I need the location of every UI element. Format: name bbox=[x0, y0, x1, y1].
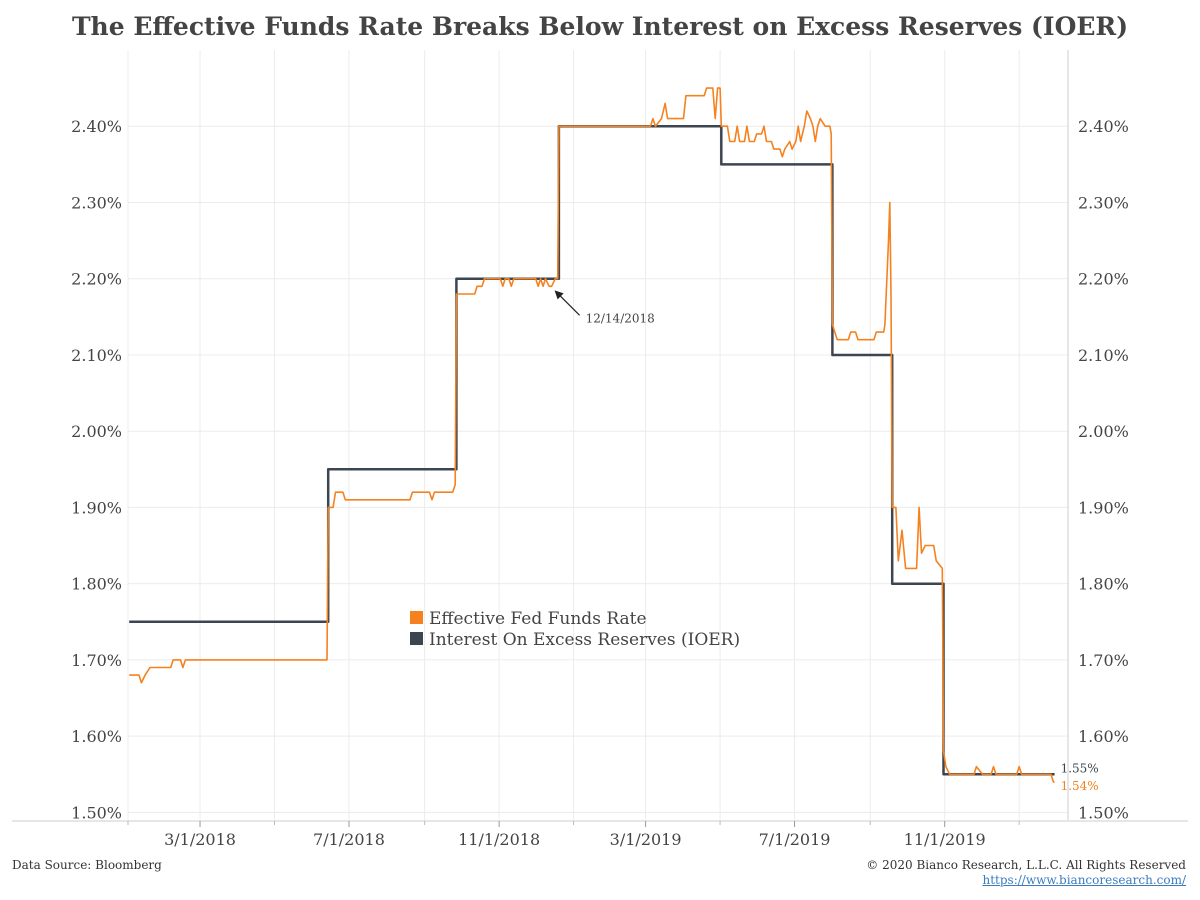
chart-title: The Effective Funds Rate Breaks Below In… bbox=[71, 12, 1129, 41]
y-tick-label-left: 1.90% bbox=[71, 498, 122, 517]
y-tick-label-left: 1.60% bbox=[71, 727, 122, 746]
y-tick-label-left: 1.50% bbox=[71, 803, 122, 822]
annotations: 12/14/2018 1.55% 1.54% bbox=[554, 290, 1099, 793]
x-axis: 3/1/2018 7/1/2018 11/1/2018 3/1/2019 7/1/201… bbox=[127, 821, 1020, 849]
axes bbox=[12, 50, 1188, 822]
y-tick-label-left: 2.30% bbox=[71, 193, 122, 212]
end-label-ioer: 1.55% bbox=[1061, 761, 1099, 775]
y-tick-label-right: 1.90% bbox=[1078, 498, 1129, 517]
legend-label-effr: Effective Fed Funds Rate bbox=[429, 609, 647, 629]
legend-swatch-effr bbox=[410, 611, 423, 624]
copyright-notice: © 2020 Bianco Research, L.L.C. All Right… bbox=[866, 858, 1186, 872]
x-tick-label: 11/1/2018 bbox=[458, 830, 540, 849]
end-label-effr: 1.54% bbox=[1061, 779, 1099, 793]
y-axis-right: 1.50% 1.60% 1.70% 1.80% 1.90% 2.00% 2.10% 2.20%… bbox=[1078, 117, 1129, 822]
annotation-arrowhead bbox=[554, 290, 564, 300]
y-tick-label-right: 2.30% bbox=[1078, 193, 1129, 212]
y-tick-label-right: 2.10% bbox=[1078, 346, 1129, 365]
y-tick-label-right: 2.40% bbox=[1078, 117, 1129, 136]
y-tick-label-left: 2.20% bbox=[71, 270, 122, 289]
data-source: Data Source: Bloomberg bbox=[12, 858, 162, 872]
series-line-ioer bbox=[129, 124, 1055, 776]
series-line-effr bbox=[129, 87, 1055, 783]
y-axis-left: 1.50% 1.60% 1.70% 1.80% 1.90% 2.00% 2.10% 2.20%… bbox=[71, 117, 122, 822]
y-tick-label-left: 2.00% bbox=[71, 422, 122, 441]
x-tick-label: 3/1/2019 bbox=[610, 830, 682, 849]
y-tick-label-right: 1.50% bbox=[1078, 803, 1129, 822]
y-tick-label-right: 1.60% bbox=[1078, 727, 1129, 746]
y-tick-label-right: 1.70% bbox=[1078, 651, 1129, 670]
y-tick-label-left: 1.70% bbox=[71, 651, 122, 670]
y-tick-label-right: 2.20% bbox=[1078, 270, 1129, 289]
website-link[interactable]: https://www.biancoresearch.com/ bbox=[982, 873, 1186, 887]
x-tick-label: 11/1/2019 bbox=[904, 830, 986, 849]
x-tick-label: 7/1/2019 bbox=[759, 830, 831, 849]
y-tick-label-left: 1.80% bbox=[71, 575, 122, 594]
legend-label-ioer: Interest On Excess Reserves (IOER) bbox=[429, 630, 740, 650]
y-tick-label-left: 2.40% bbox=[71, 117, 122, 136]
y-tick-label-right: 2.00% bbox=[1078, 422, 1129, 441]
grid-lines bbox=[127, 50, 1068, 820]
y-tick-label-right: 1.80% bbox=[1078, 575, 1129, 594]
x-tick-label: 3/1/2018 bbox=[164, 830, 236, 849]
legend-swatch-ioer bbox=[410, 632, 423, 645]
annotation-label: 12/14/2018 bbox=[586, 311, 655, 325]
y-tick-label-left: 2.10% bbox=[71, 346, 122, 365]
series-lines bbox=[129, 87, 1055, 783]
x-tick-label: 7/1/2018 bbox=[313, 830, 385, 849]
